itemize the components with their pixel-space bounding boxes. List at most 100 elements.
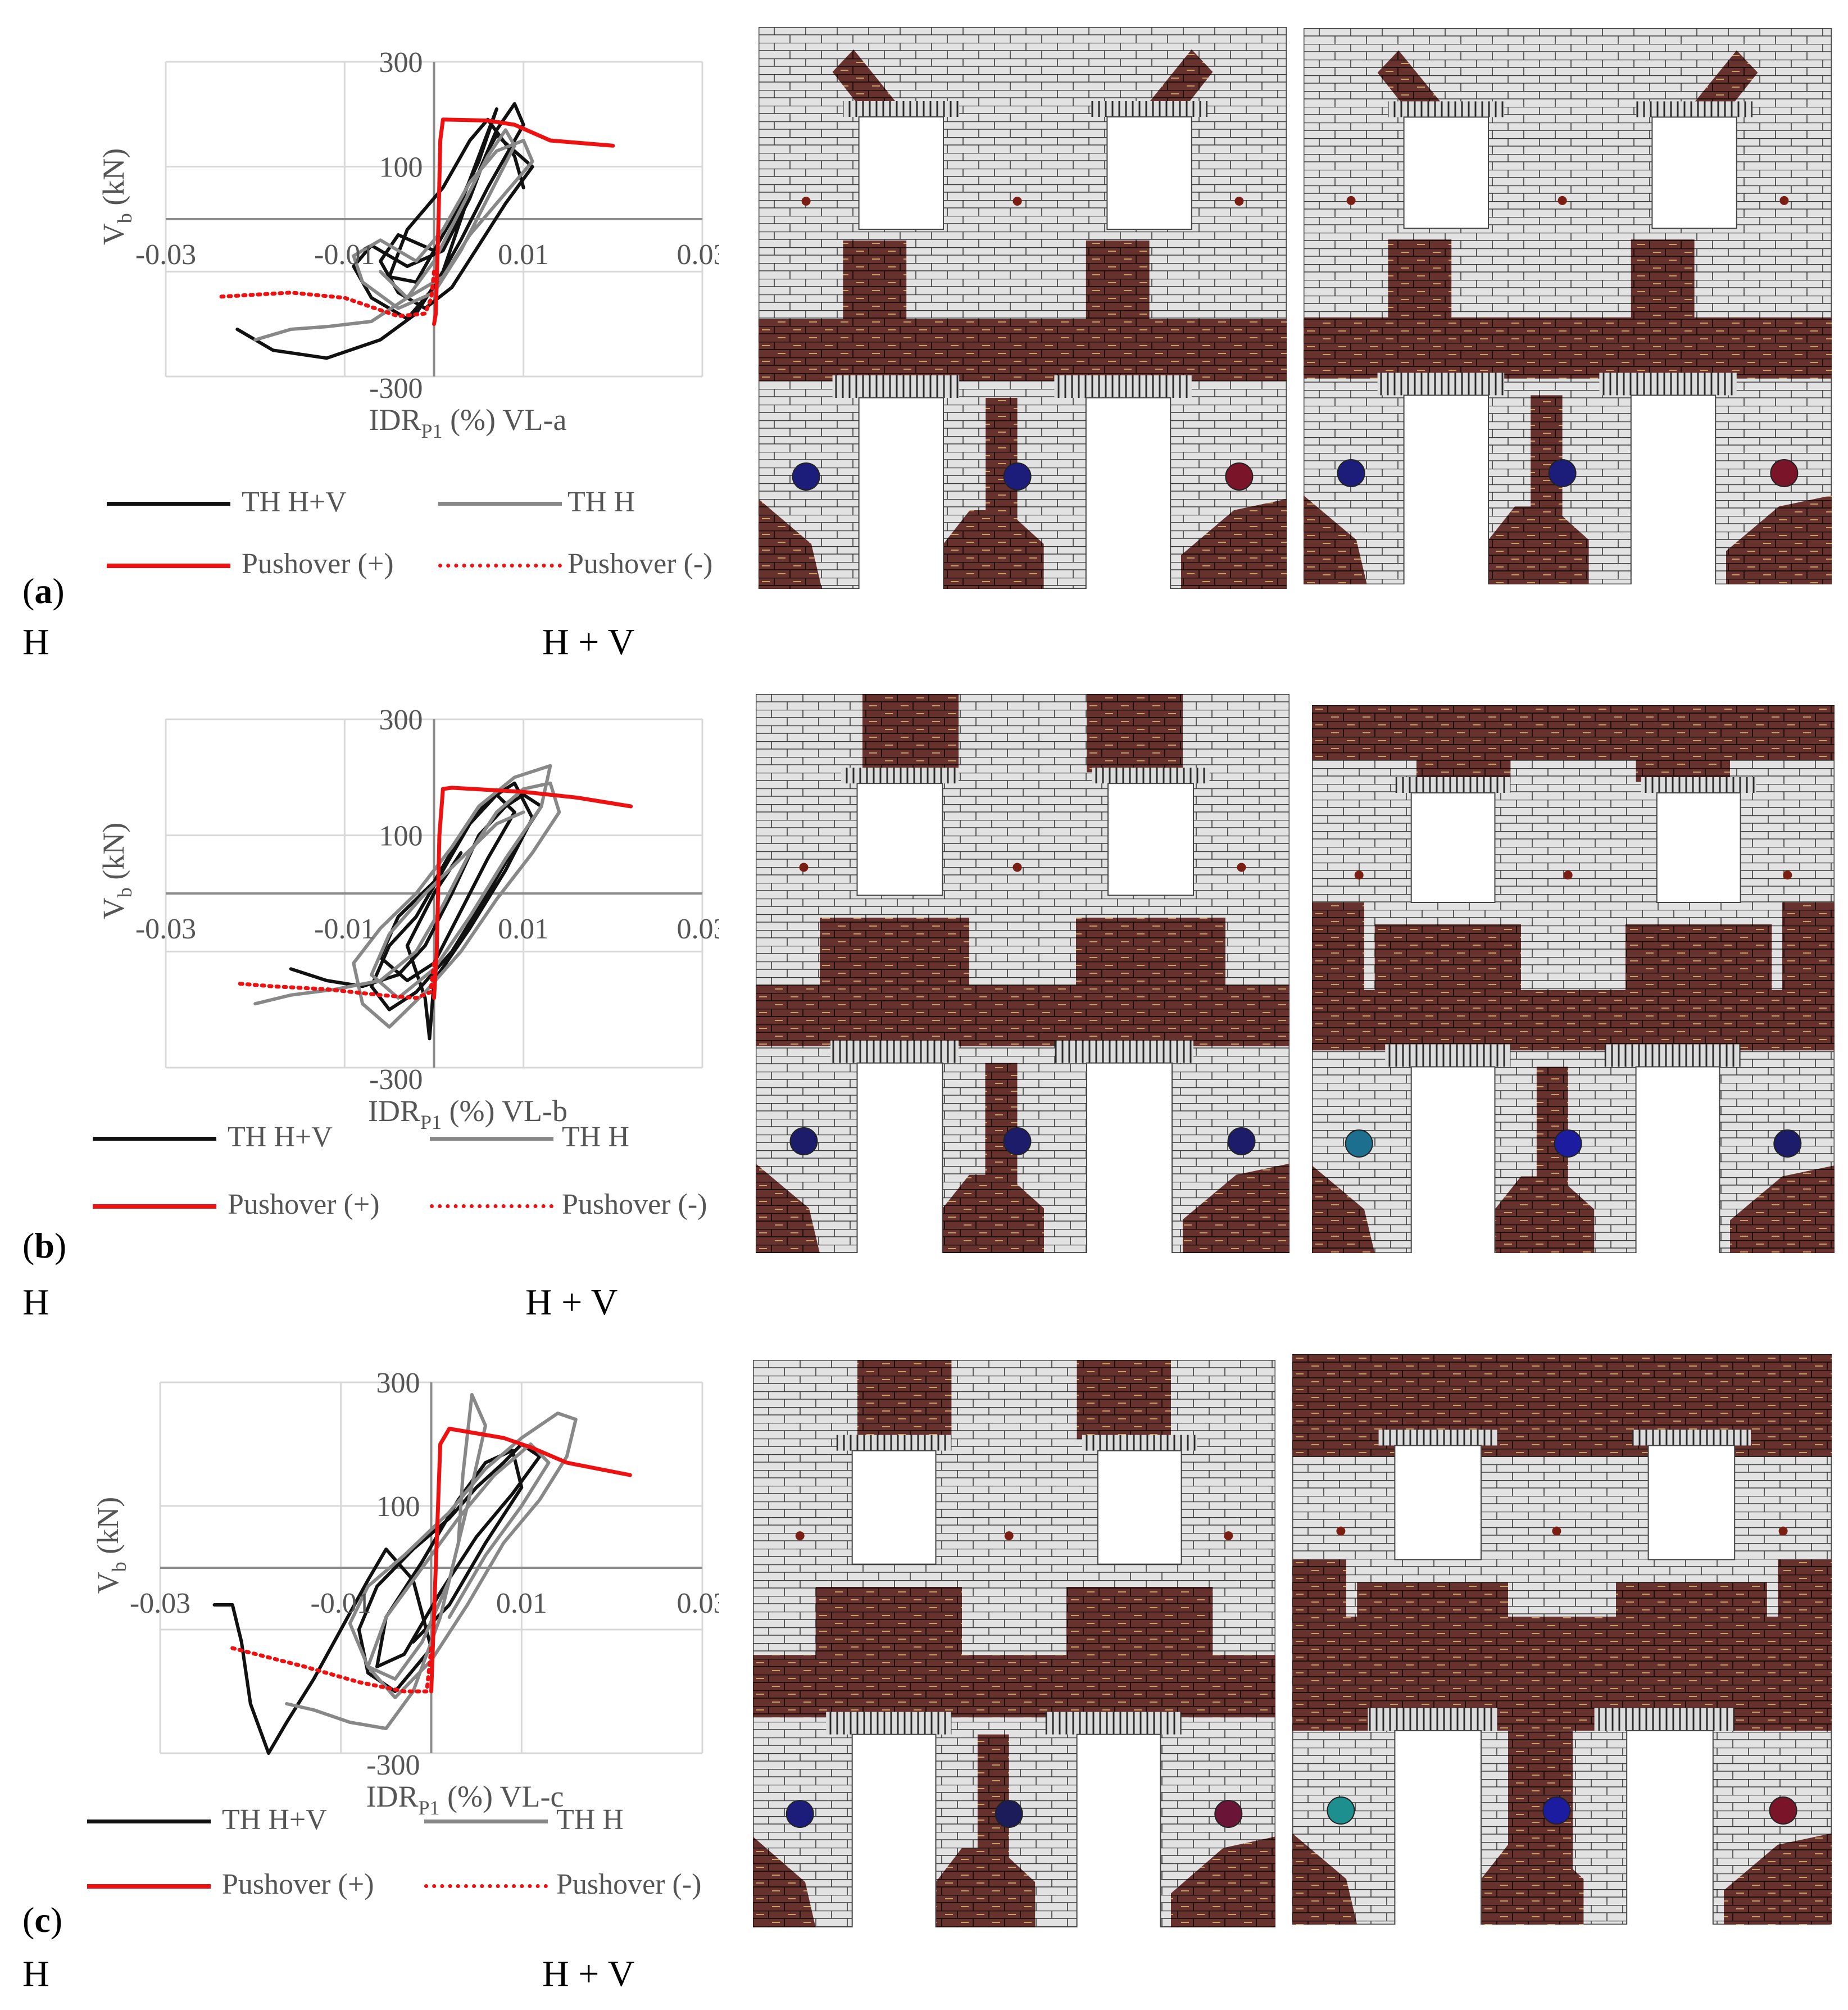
damage-region	[759, 499, 822, 589]
y-axis-title: Vb (kN)	[97, 823, 136, 919]
lintel	[843, 101, 960, 117]
window-opening	[1394, 1445, 1482, 1560]
x-tick-label: -0.01	[311, 1587, 371, 1619]
y-tick-label: -300	[369, 373, 423, 405]
lintel	[1641, 777, 1756, 793]
monitor-point-large	[1769, 1796, 1797, 1825]
y-tick-label: 100	[376, 1491, 420, 1523]
lintel	[1632, 1430, 1751, 1446]
damage-region	[753, 1836, 816, 1927]
legend-b: TH H+V TH H Pushover (+) Pushover (-)	[93, 1107, 801, 1236]
y-axis-title: Vb (kN)	[97, 148, 136, 245]
door-opening	[1403, 394, 1489, 584]
legend-line-push-neg	[430, 1204, 553, 1208]
monitor-point-large	[1770, 459, 1799, 487]
monitor-point-large	[1345, 1129, 1373, 1158]
monitor-point-large	[1554, 1129, 1582, 1158]
monitor-point-small	[1336, 1526, 1346, 1536]
damage-region	[1730, 1165, 1835, 1253]
damage-region	[1304, 495, 1367, 584]
label-hv-b: H + V	[525, 1282, 618, 1323]
legend-label-push-neg: Pushover (-)	[556, 1868, 702, 1900]
y-tick-label: 300	[376, 1367, 420, 1399]
x-axis-title: IDRP1 (%) VL-c	[366, 1780, 564, 1819]
damage-band	[1304, 317, 1832, 379]
window-opening	[1106, 116, 1192, 230]
x-tick-label: -0.03	[135, 913, 196, 945]
legend-label-push-pos: Pushover (+)	[222, 1868, 374, 1900]
lintel	[1594, 1708, 1735, 1731]
legend-label-push-pos: Pushover (+)	[242, 548, 394, 580]
damage-band	[1631, 239, 1695, 329]
damage-band	[1077, 1360, 1171, 1440]
lintel	[1388, 101, 1505, 117]
door-opening	[1626, 1730, 1714, 1925]
legend-label-th-hv: TH H+V	[228, 1121, 333, 1153]
monitor-point-small	[1558, 196, 1567, 205]
damage-band	[862, 694, 959, 773]
monitor-point-small	[1346, 196, 1356, 205]
label-hv-a: H + V	[542, 621, 635, 663]
damage-region	[1312, 1165, 1375, 1253]
lintel	[1092, 768, 1210, 784]
door-opening	[1630, 394, 1717, 584]
monitor-point-small	[1237, 863, 1246, 872]
lintel	[1082, 1435, 1197, 1451]
monitor-point-large	[1227, 1127, 1256, 1155]
monitor-point-large	[785, 1800, 814, 1828]
crack-pattern-hv-b	[1312, 705, 1835, 1253]
damage-band	[1087, 694, 1183, 773]
legend-line-push-neg	[424, 1884, 548, 1888]
y-tick-label: -300	[366, 1749, 420, 1781]
y-tick-label: 100	[379, 820, 423, 852]
x-axis-title: IDRP1 (%) VL-a	[369, 403, 567, 442]
lintel	[1054, 375, 1192, 398]
damage-regions	[753, 1360, 1275, 1927]
monitor-point-large	[1003, 1127, 1032, 1155]
damage-region	[1171, 1836, 1275, 1927]
x-tick-label: 0.03	[677, 1587, 720, 1619]
panel-label-b: (b)	[22, 1226, 67, 1265]
legend-line-th-hv	[107, 502, 230, 506]
legend-label-th-h: TH H	[567, 486, 635, 518]
y-tick-label: -300	[369, 1064, 423, 1096]
series-pushover	[432, 117, 615, 326]
monitor-point-small	[1012, 197, 1022, 206]
damage-band	[1374, 924, 1521, 1034]
monitor-point-large	[1003, 462, 1032, 491]
legend-label-th-h: TH H	[556, 1804, 624, 1836]
series-pushover	[235, 961, 436, 1000]
window-opening	[1651, 116, 1737, 229]
legend-c: TH H+V TH H Pushover (+) Pushover (-)	[87, 1790, 795, 1919]
lintel	[826, 1712, 952, 1735]
x-tick-label: -0.03	[130, 1587, 190, 1619]
damage-band	[1076, 918, 1225, 1029]
monitor-point-small	[1552, 1526, 1561, 1536]
damage-region	[1726, 495, 1832, 584]
window-opening	[1647, 1445, 1736, 1560]
monitor-point-large	[1548, 459, 1577, 487]
window-opening	[858, 116, 944, 230]
lintel	[830, 1040, 959, 1063]
series-pushover	[230, 1646, 433, 1694]
x-tick-label: 0.03	[677, 913, 720, 945]
monitor-point-small	[1012, 863, 1022, 872]
damage-band	[820, 918, 969, 1029]
damage-band	[1508, 1730, 1573, 1925]
crack-pattern-hv-a	[1304, 28, 1832, 584]
damage-region	[1724, 1833, 1832, 1925]
label-h-a: H	[22, 621, 49, 663]
x-tick-label: -0.01	[314, 239, 375, 271]
damage-band	[1782, 902, 1835, 1012]
damage-region	[1292, 1833, 1357, 1925]
window-opening	[1107, 783, 1194, 896]
door-opening	[851, 1734, 937, 1927]
damage-band	[1066, 1587, 1213, 1700]
window-opening	[856, 783, 943, 896]
door-opening	[1394, 1730, 1482, 1925]
